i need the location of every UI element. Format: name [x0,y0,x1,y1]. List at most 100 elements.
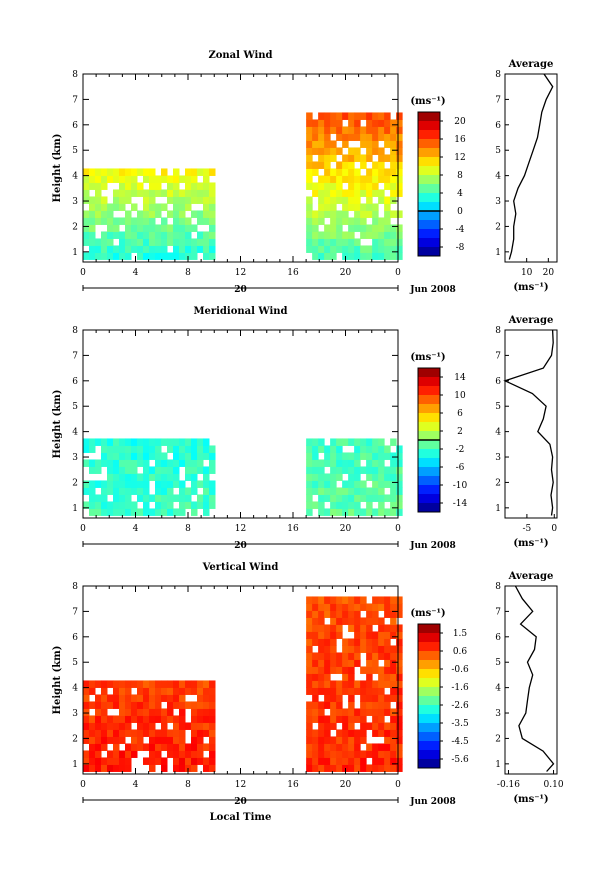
heatmap-cell [203,438,210,446]
heatmap-cell [306,224,313,232]
heatmap-cell [95,736,102,744]
heatmap-cell [185,487,192,495]
heatmap-cell [312,617,319,625]
heatmap-cell [125,757,132,765]
heatmap-cell [312,140,319,148]
heatmap-cell [396,757,403,765]
average-y-tick-label: 6 [495,121,501,131]
heatmap-cell [306,119,313,127]
heatmap-cell [312,708,319,716]
heatmap-cell [336,715,343,723]
heatmap-cell [324,245,331,253]
heatmap-cell [95,182,102,190]
heatmap-cell [384,238,391,246]
heatmap-cell [396,175,403,183]
heatmap-cell [360,480,367,488]
heatmap-cell [179,459,186,467]
average-y-tick-label: 7 [495,95,501,105]
y-axis-label: Height (km) [52,646,63,715]
heatmap-cell [191,189,198,197]
heatmap-cell [396,680,403,688]
heatmap-cell [354,203,361,211]
heatmap-cell [330,757,337,765]
heatmap-cell [155,445,162,453]
heatmap-cell [342,596,349,604]
heatmap-cell [354,501,361,509]
heatmap-cell [324,112,331,120]
heatmap-cell [324,140,331,148]
heatmap-cell [342,708,349,716]
x-tick-label: 20 [340,524,352,534]
heatmap-cell [354,729,361,737]
heatmap-cell [354,224,361,232]
heatmap-cell [330,140,337,148]
heatmap-cell [384,659,391,667]
heatmap-cell [191,445,198,453]
heatmap-cell [336,161,343,169]
heatmap-cell [197,494,204,502]
heatmap-cell [185,501,192,509]
heatmap-cell [167,729,174,737]
heatmap-cell [161,494,168,502]
heatmap-cell [396,645,403,653]
heatmap-cell [336,147,343,155]
heatmap-cell [179,217,186,225]
heatmap-cell [384,112,391,120]
heatmap-cell [125,168,132,176]
heatmap-cell [119,480,126,488]
heatmap-cell [185,494,192,502]
heatmap-cell [318,645,325,653]
heatmap-cell [119,729,126,737]
heatmap-cell [119,757,126,765]
heatmap-cell [209,203,216,211]
heatmap-cell [330,680,337,688]
heatmap-cell [366,501,373,509]
heatmap-cell [306,743,313,751]
heatmap-cell [312,487,319,495]
heatmap-cell [173,729,180,737]
heatmap-cell [143,729,150,737]
heatmap-cell [95,217,102,225]
heatmap-cell [101,701,108,709]
heatmap-cell [366,750,373,758]
heatmap-cell [197,231,204,239]
heatmap-cell [396,112,403,120]
heatmap-cell [83,175,90,183]
heatmap-cell [167,445,174,453]
y-tick-label: 6 [72,377,78,387]
heatmap-cell [378,112,385,120]
colorbar-segment [418,130,440,140]
heatmap-cell [348,750,355,758]
heatmap-cell [324,666,331,674]
heatmap-cell [384,645,391,653]
heatmap-cell [318,196,325,204]
heatmap-cell [324,189,331,197]
heatmap-cell [348,224,355,232]
heatmap-cell [89,252,96,260]
y-tick-label: 3 [72,197,78,207]
heatmap-cell [149,743,156,751]
heatmap-cell [95,764,102,772]
heatmap-cell [354,708,361,716]
heatmap-cell [318,133,325,141]
average-y-tick-label: 8 [495,582,501,592]
heatmap-cell [366,473,373,481]
heatmap-cell [360,715,367,723]
heatmap-cell [203,701,210,709]
heatmap-cell [336,224,343,232]
heatmap-cell [89,445,96,453]
heatmap-cell [161,715,168,723]
heatmap-cell [348,252,355,260]
date-label: 20 [234,541,247,551]
heatmap-cell [95,438,102,446]
heatmap-cell [83,182,90,190]
heatmap-cell [197,708,204,716]
colorbar-units: (ms⁻¹) [410,96,445,107]
heatmap-cell [390,182,397,190]
heatmap-cell [101,680,108,688]
heatmap-cell [312,610,319,618]
heatmap-cell [336,757,343,765]
heatmap-cell [354,487,361,495]
heatmap-cell [384,224,391,232]
heatmap-cell [390,161,397,169]
